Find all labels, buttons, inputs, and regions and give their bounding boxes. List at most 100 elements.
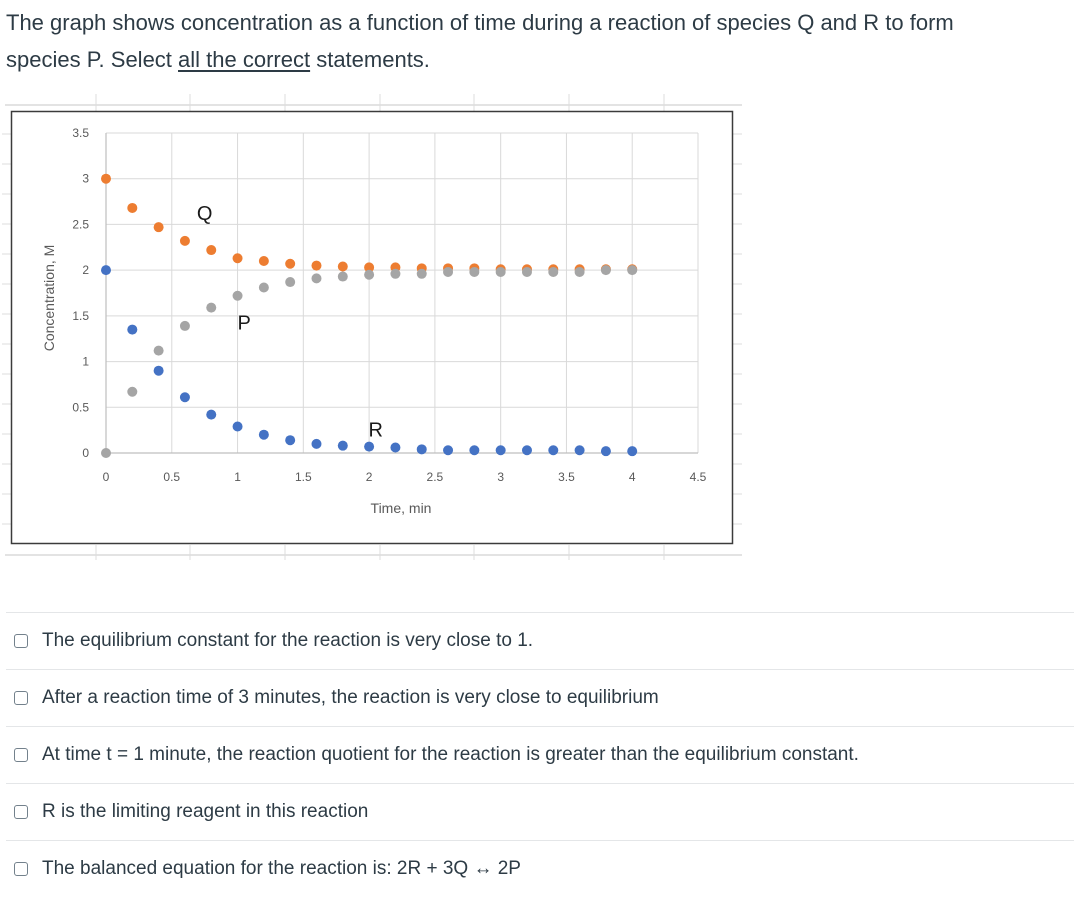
data-point-p: [548, 266, 559, 277]
data-point-p: [521, 266, 532, 277]
y-tick-label: 2: [82, 263, 89, 277]
data-point-r: [101, 265, 111, 276]
data-point-r: [574, 445, 585, 456]
data-point-q: [101, 173, 111, 184]
data-point-q: [337, 261, 348, 272]
data-point-p: [232, 290, 243, 301]
answer-option[interactable]: The equilibrium constant for the reactio…: [6, 612, 1074, 669]
data-point-p: [285, 277, 296, 288]
data-point-r: [443, 445, 454, 456]
prompt-emphasis: all the correct: [178, 47, 311, 72]
data-point-r: [548, 445, 559, 456]
data-point-q: [179, 235, 190, 246]
data-point-r: [232, 421, 243, 432]
data-point-r: [258, 429, 269, 440]
prompt-line-2-prefix: species P. Select: [6, 47, 179, 72]
series-label-r: R: [368, 420, 382, 442]
x-tick-label: 3: [497, 470, 504, 484]
y-tick-label: 2.5: [72, 217, 89, 231]
answer-checkbox[interactable]: [14, 862, 28, 876]
x-tick-label: 2: [366, 470, 373, 484]
question-prompt: The graph shows concentration as a funct…: [6, 4, 1066, 78]
data-point-q: [232, 253, 243, 264]
x-tick-label: 3.5: [558, 470, 575, 484]
data-point-r: [390, 442, 401, 453]
answer-label: The balanced equation for the reaction i…: [42, 858, 521, 879]
answer-option[interactable]: After a reaction time of 3 minutes, the …: [6, 669, 1074, 726]
answer-option[interactable]: R is the limiting reagent in this reacti…: [6, 783, 1074, 840]
data-point-r: [285, 435, 296, 446]
data-point-r: [627, 446, 638, 457]
concentration-time-chart: 0 0.5 1 1.5 2 2.5 3 3.5 0 0.5 1 1.5 2 2.5 3 3.5 4 4.5 Time…: [0, 90, 760, 560]
x-tick-label: 2.5: [427, 470, 444, 484]
data-point-p: [443, 266, 454, 277]
data-point-p: [627, 265, 638, 276]
data-point-p: [416, 268, 427, 279]
data-point-p: [258, 282, 269, 293]
data-point-p: [364, 269, 375, 280]
data-point-p: [179, 320, 190, 331]
answer-option[interactable]: At time t = 1 minute, the reaction quoti…: [6, 726, 1074, 783]
y-tick-label: 3: [82, 172, 89, 186]
data-point-q: [153, 222, 164, 233]
data-point-p: [495, 266, 506, 277]
prompt-line-2: species P. Select all the correct statem…: [6, 41, 1066, 78]
y-tick-label: 0.5: [72, 400, 89, 414]
data-point-q: [258, 256, 269, 266]
x-axis-title: Time, min: [371, 500, 432, 516]
y-tick-label: 0: [82, 446, 89, 460]
prompt-line-1: The graph shows concentration as a funct…: [6, 10, 954, 35]
data-point-r: [521, 445, 532, 456]
answer-label: At time t = 1 minute, the reaction quoti…: [42, 744, 859, 765]
data-point-p: [337, 271, 348, 282]
answer-label: After a reaction time of 3 minutes, the …: [42, 687, 659, 708]
data-point-r: [337, 440, 348, 451]
data-point-r: [153, 365, 164, 376]
data-point-p: [469, 266, 480, 277]
data-point-r: [127, 324, 138, 335]
answer-options: The equilibrium constant for the reactio…: [6, 612, 1074, 897]
data-point-q: [364, 262, 375, 273]
data-point-p: [206, 302, 217, 313]
x-tick-label: 0: [103, 470, 110, 484]
data-point-p: [153, 345, 164, 356]
y-tick-label: 1: [82, 355, 89, 369]
x-tick-label: 0.5: [163, 470, 180, 484]
data-point-p: [127, 386, 138, 397]
answer-checkbox[interactable]: [14, 748, 28, 762]
series-label-p: P: [237, 313, 250, 335]
data-point-r: [600, 446, 611, 457]
data-point-r: [416, 444, 427, 455]
data-point-q: [206, 245, 217, 256]
answer-checkbox[interactable]: [14, 634, 28, 648]
answer-option[interactable]: The balanced equation for the reaction i…: [6, 840, 1074, 897]
y-tick-label: 1.5: [72, 309, 89, 323]
data-point-r: [206, 409, 217, 420]
answer-checkbox[interactable]: [14, 805, 28, 819]
answer-checkbox[interactable]: [14, 691, 28, 705]
data-point-p: [311, 273, 322, 284]
data-point-p: [101, 448, 111, 458]
data-point-q: [311, 260, 322, 271]
data-point-q: [285, 258, 296, 269]
answer-label: R is the limiting reagent in this reacti…: [42, 801, 369, 822]
series-label-q: Q: [197, 203, 213, 225]
data-point-r: [495, 445, 506, 456]
data-point-p: [600, 265, 611, 276]
x-tick-label: 1: [234, 470, 241, 484]
data-point-r: [469, 445, 480, 456]
x-tick-label: 4: [629, 470, 636, 484]
data-point-p: [390, 268, 401, 279]
answer-label: The equilibrium constant for the reactio…: [42, 630, 534, 651]
data-point-q: [127, 202, 138, 213]
chart-svg: 0 0.5 1 1.5 2 2.5 3 3.5 0 0.5 1 1.5 2 2.5 3 3.5 4 4.5 Time…: [2, 94, 742, 560]
data-point-p: [574, 266, 585, 277]
prompt-line-2-suffix: statements.: [310, 47, 430, 72]
data-point-r: [364, 441, 375, 452]
y-axis-title: Concentration, M: [41, 245, 57, 352]
x-tick-label: 4.5: [690, 470, 707, 484]
data-point-r: [311, 438, 322, 449]
y-tick-label: 3.5: [72, 126, 89, 140]
data-point-r: [179, 392, 190, 403]
x-tick-label: 1.5: [295, 470, 312, 484]
